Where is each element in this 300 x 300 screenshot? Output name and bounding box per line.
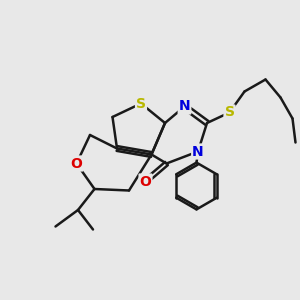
Text: N: N	[192, 145, 204, 158]
Text: O: O	[140, 175, 152, 188]
Text: S: S	[224, 106, 235, 119]
Text: O: O	[70, 157, 83, 170]
Text: N: N	[179, 100, 190, 113]
Text: S: S	[136, 97, 146, 110]
